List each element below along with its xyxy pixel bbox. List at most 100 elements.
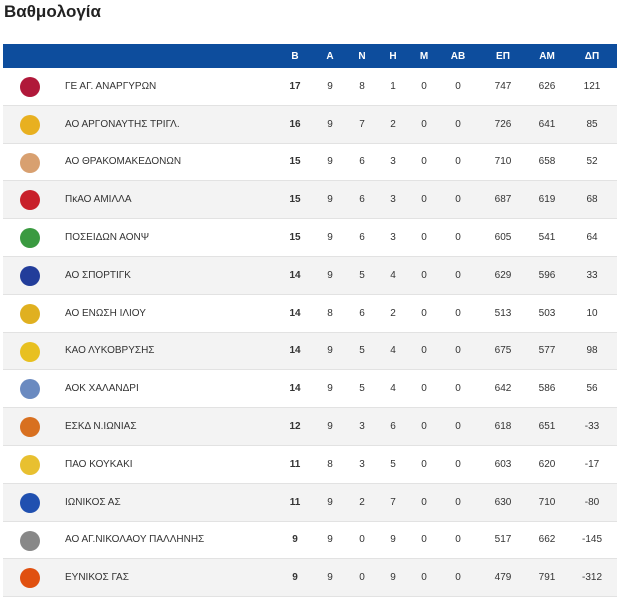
stat: 586 [538,383,556,395]
column-header: ΔΠ [584,50,600,62]
stat: 2 [359,496,365,508]
stat: 9 [327,345,333,357]
stat: 0 [421,496,427,508]
team-row: ΕΣΚΔ Ν.ΙΩΝΙΑΣ 12 9 3 6 0 0 618 651 -33 [3,408,617,446]
points: 15 [289,232,301,244]
stat: 8 [359,80,365,92]
team-name: ΕΥΝΙΚΟΣ ΓΑΣ [65,572,129,584]
stat: 9 [327,232,333,244]
stat: 8 [327,458,333,470]
stat: 517 [494,534,512,546]
stat: 4 [390,345,396,357]
team-name: ΕΣΚΔ Ν.ΙΩΝΙΑΣ [65,421,137,433]
stat: 675 [494,345,512,357]
points: 16 [289,118,301,130]
team-row: ΓΕ ΑΓ. ΑΝΑΡΓΥΡΩΝ 17 9 8 1 0 0 747 626 121 [3,68,617,106]
column-header: ΕΠ [496,50,510,62]
stat: 0 [421,269,427,281]
stat: 0 [455,383,461,395]
team-logo [20,114,40,135]
stat: 56 [586,383,598,395]
stat: 605 [494,232,512,244]
team-name: ΑΟ ΑΓ.ΝΙΚΟΛΑΟΥ ΠΑΛΛΗΝΗΣ [65,534,205,546]
stat: 0 [421,421,427,433]
stat: 2 [390,307,396,319]
team-logo [20,417,40,438]
stat: 726 [494,118,512,130]
stat: 64 [586,232,598,244]
stat: 0 [455,307,461,319]
stat: 0 [421,80,427,92]
stat: 687 [494,194,512,206]
stat: 0 [359,572,365,584]
stat: 620 [538,458,556,470]
team-name: ΑΟΚ ΧΑΛΑΝΔΡΙ [65,383,139,395]
team-name: ΓΕ ΑΓ. ΑΝΑΡΓΥΡΩΝ [65,80,157,92]
stat: 641 [538,118,556,130]
stat: -145 [581,534,603,546]
stat: 0 [421,458,427,470]
stat: 5 [359,345,365,357]
stat: 4 [390,383,396,395]
stat: 0 [455,118,461,130]
stat: 0 [421,232,427,244]
team-name: ΠκΑΟ ΑΜΙΛΛΑ [65,194,132,206]
stat: 9 [327,118,333,130]
team-name: ΑΟ ΘΡΑΚΟΜΑΚΕΔΟΝΩΝ [65,156,182,168]
stat: -312 [581,572,603,584]
points: 14 [289,345,301,357]
stat: 658 [538,156,556,168]
team-row: ΑΟΚ ΧΑΛΑΝΔΡΙ 14 9 5 4 0 0 642 586 56 [3,370,617,409]
team-row: ΑΟ ΣΠΟΡΤΙΓΚ 14 9 5 4 0 0 629 596 33 [3,257,617,295]
stat: 9 [327,534,333,546]
page-title: Βαθμολογία [4,2,101,21]
team-row: ΙΩΝΙΚΟΣ ΑΣ 11 9 2 7 0 0 630 710 -80 [3,483,617,522]
points: 15 [289,156,301,168]
team-logo [20,190,40,211]
points: 14 [289,383,301,395]
stat: 3 [359,421,365,433]
stat: 0 [455,458,461,470]
stat: 6 [359,156,365,168]
team-row: ΠΟΣΕΙΔΩΝ ΑΟΝΨ 15 9 6 3 0 0 605 541 64 [3,219,617,257]
stat: 0 [421,307,427,319]
stat: 52 [586,156,598,168]
stat: 4 [390,269,396,281]
stat: 503 [538,307,556,319]
column-header: Μ [419,50,429,62]
team-logo [20,530,40,551]
stat: 0 [455,269,461,281]
stat: 0 [455,345,461,357]
team-row: ΚΑΟ ΛΥΚΟΒΡΥΣΗΣ 14 9 5 4 0 0 675 577 98 [3,332,617,371]
stat: 6 [359,194,365,206]
stat: -33 [584,421,600,433]
stat: 541 [538,232,556,244]
stat: 577 [538,345,556,357]
stat: 0 [359,534,365,546]
stat: 0 [421,345,427,357]
stat: 1 [390,80,396,92]
stat: 9 [327,194,333,206]
stat: 710 [538,496,556,508]
stat: 9 [390,572,396,584]
stat: 0 [455,496,461,508]
stat: 98 [586,345,598,357]
stat: 9 [327,80,333,92]
stat: 618 [494,421,512,433]
stat: 7 [390,496,396,508]
stat: 3 [390,194,396,206]
stat: 9 [327,421,333,433]
column-header: Ν [358,50,366,62]
stat: 0 [421,194,427,206]
team-logo [20,455,40,475]
stat: 0 [455,534,461,546]
column-header: ΑΒ [450,50,466,62]
stat: 0 [421,534,427,546]
team-name: ΑΟ ΑΡΓΟΝΑΥΤΗΣ ΤΡΙΓΛ. [65,118,180,130]
stat: 479 [494,572,512,584]
points: 17 [289,80,301,92]
stat: 710 [494,156,512,168]
stat: 9 [390,534,396,546]
team-name: ΙΩΝΙΚΟΣ ΑΣ [65,496,121,508]
